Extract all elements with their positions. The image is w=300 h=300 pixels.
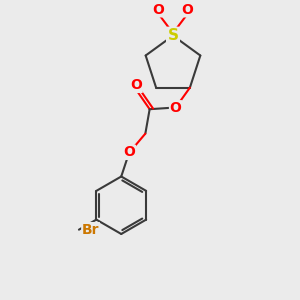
Text: O: O xyxy=(124,145,136,159)
Text: Br: Br xyxy=(82,223,99,237)
Text: O: O xyxy=(130,78,142,92)
Text: O: O xyxy=(182,3,193,17)
Text: O: O xyxy=(153,3,165,17)
Text: S: S xyxy=(167,28,178,43)
Text: O: O xyxy=(169,101,181,115)
